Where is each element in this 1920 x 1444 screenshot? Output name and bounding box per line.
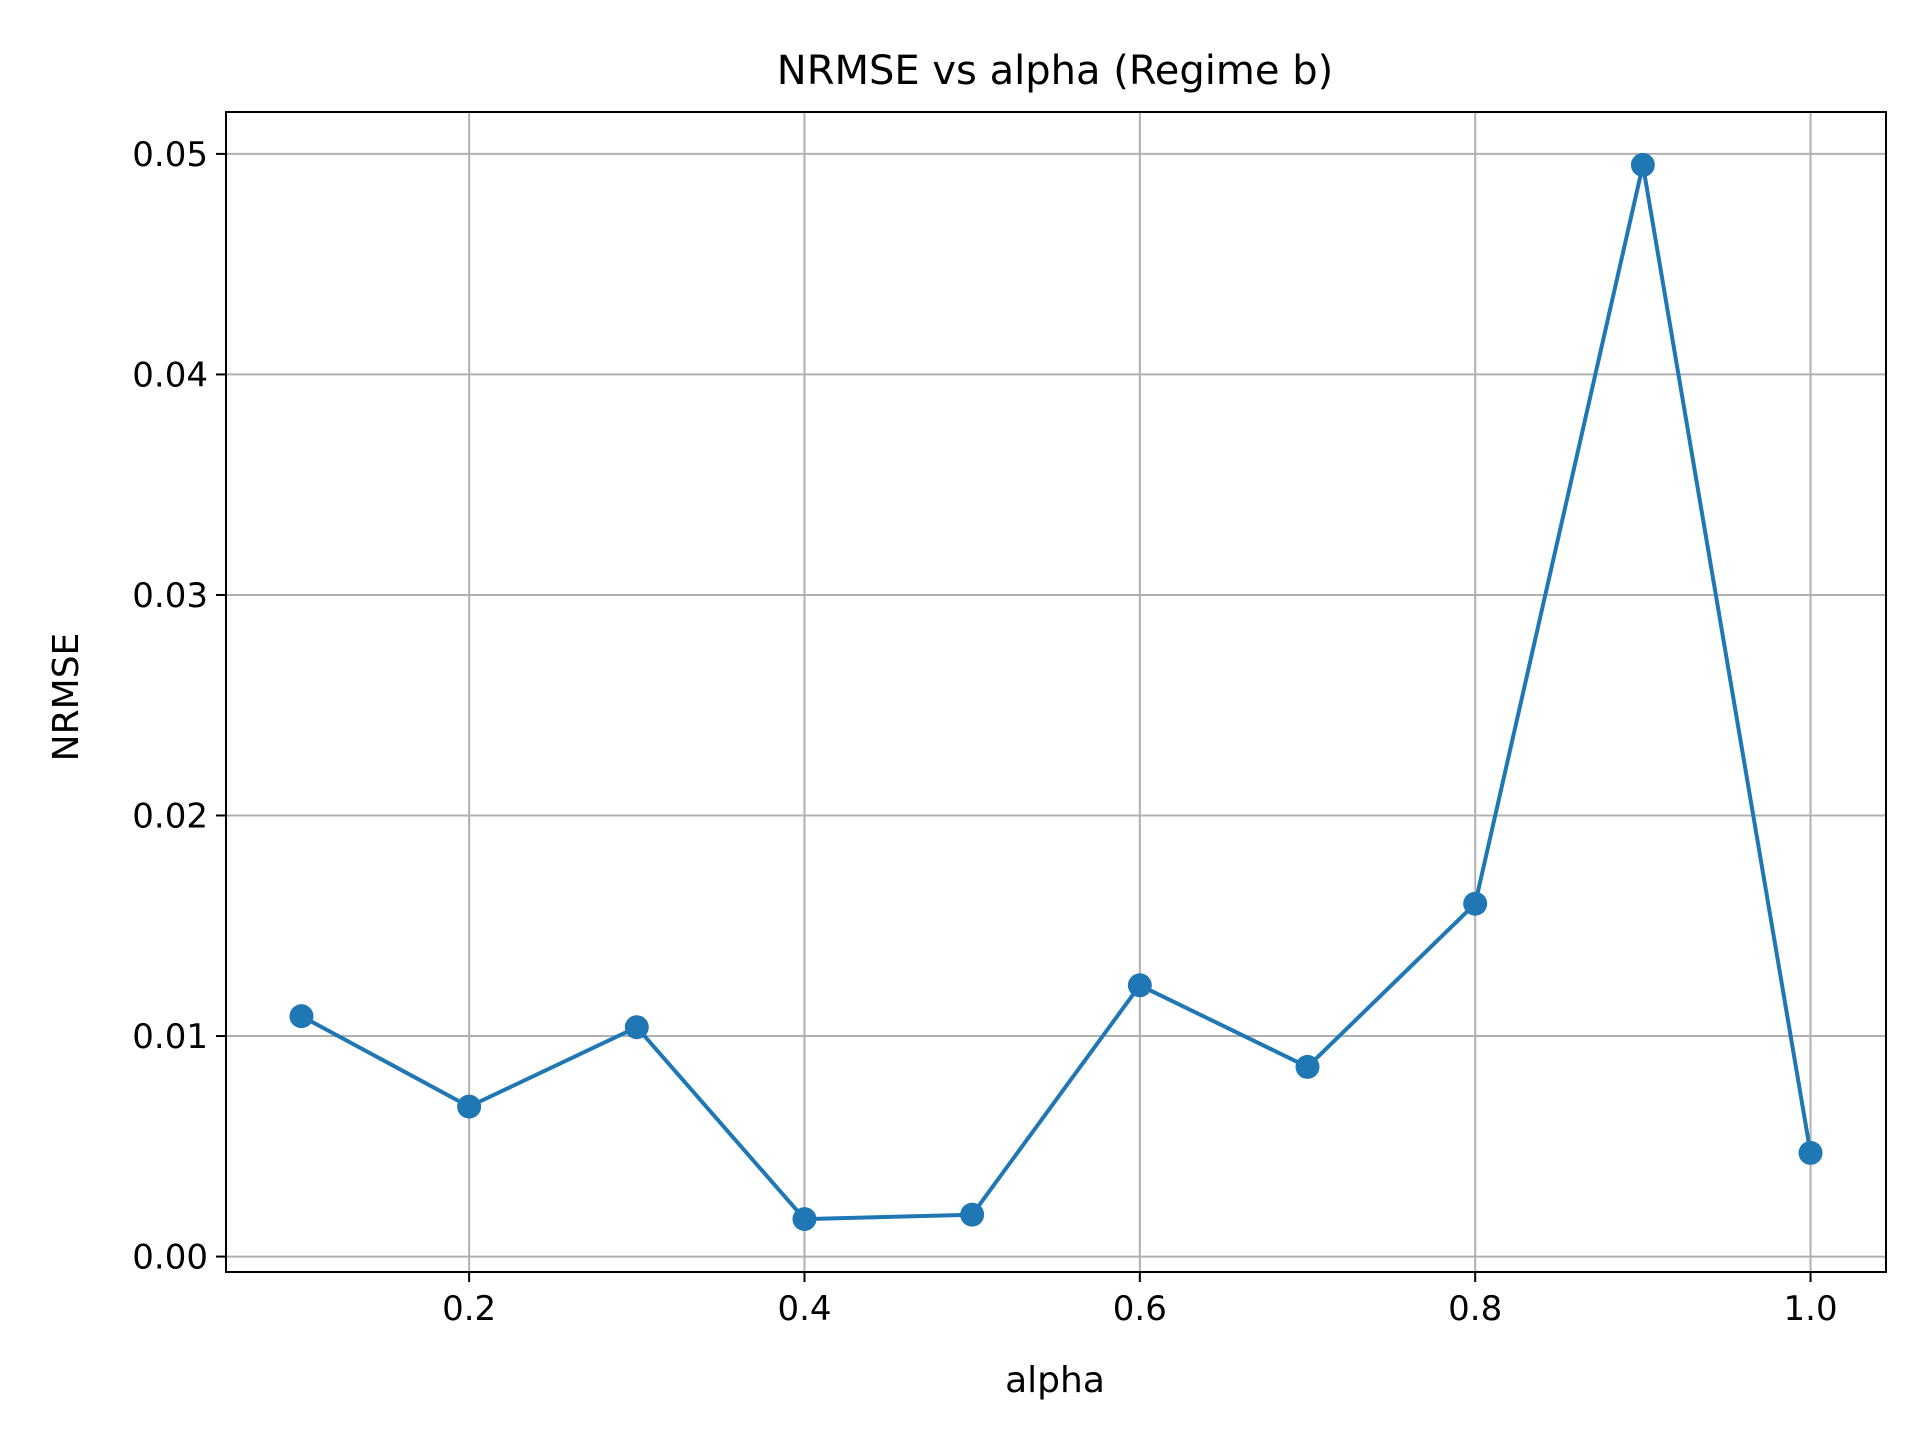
y-tick-label: 0.01 (132, 1017, 208, 1057)
y-tick-label: 0.02 (132, 796, 208, 836)
data-point (1463, 891, 1488, 916)
y-tick-label: 0.03 (132, 576, 208, 616)
y-tick-label: 0.00 (132, 1238, 208, 1278)
data-point (960, 1202, 985, 1227)
y-tick-label: 0.05 (132, 135, 208, 175)
data-point (1127, 973, 1152, 998)
chart-title: NRMSE vs alpha (Regime b) (777, 48, 1333, 94)
ticks: 0.2 0.4 0.6 0.8 1.0 0.00 0.01 0.02 0.03 0.04 0.05 (132, 135, 1837, 1329)
plot-frame (225, 111, 1887, 1273)
series-line (299, 162, 1813, 1222)
data-point (1295, 1054, 1320, 1079)
data-point (457, 1094, 482, 1119)
grid (226, 112, 1886, 1272)
data-point (289, 1004, 314, 1029)
y-tick-label: 0.04 (132, 355, 208, 395)
data-point (792, 1207, 817, 1232)
data-point (1630, 152, 1655, 177)
series-layer (289, 152, 1823, 1232)
x-tick-label: 0.4 (777, 1289, 831, 1329)
data-point (1798, 1140, 1823, 1165)
x-tick-label: 1.0 (1784, 1289, 1838, 1329)
y-axis-label: NRMSE (46, 633, 87, 762)
x-tick-label: 0.8 (1448, 1289, 1502, 1329)
x-tick-label: 0.6 (1113, 1289, 1167, 1329)
x-tick-label: 0.2 (442, 1289, 496, 1329)
axes (225, 111, 1887, 1273)
x-axis-label: alpha (1005, 1360, 1105, 1401)
data-point (624, 1015, 649, 1040)
